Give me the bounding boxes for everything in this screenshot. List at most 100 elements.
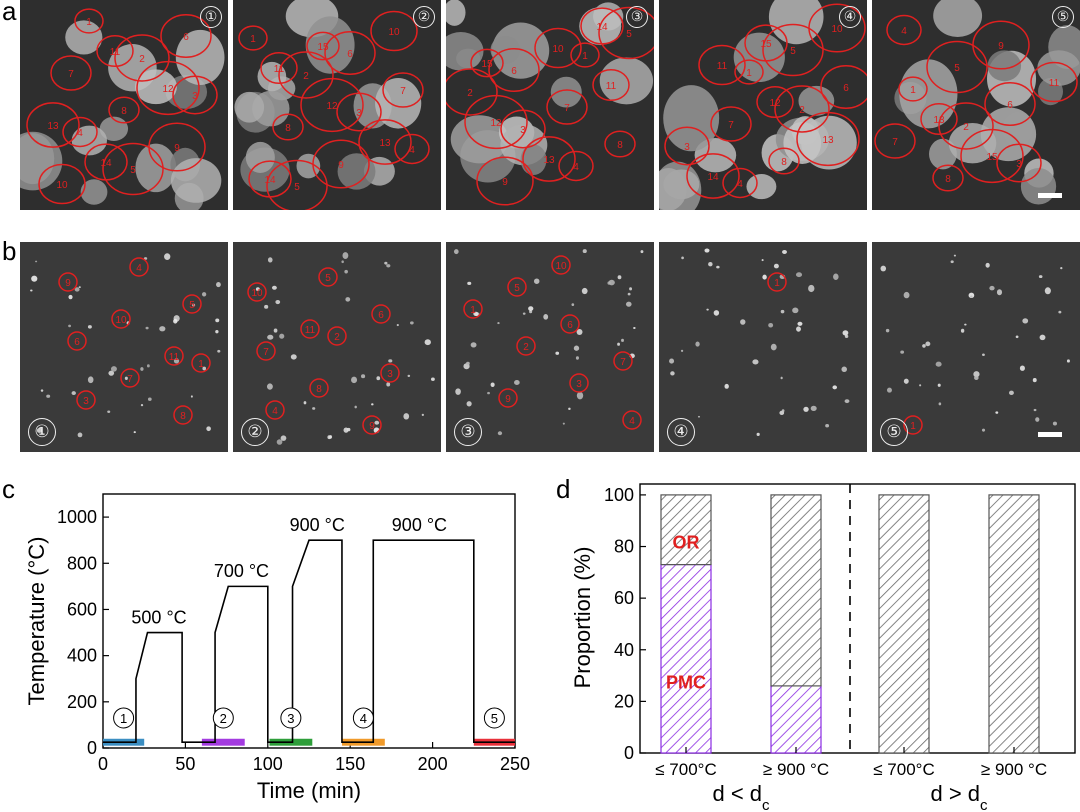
particle xyxy=(361,374,366,379)
particle-marker xyxy=(926,40,988,94)
particle xyxy=(842,330,849,336)
particle-marker-label: 2 xyxy=(467,88,473,99)
stage-mark: ① xyxy=(200,6,222,28)
particle xyxy=(77,432,83,438)
particle-marker xyxy=(318,267,338,287)
particle xyxy=(780,309,785,314)
particle xyxy=(1052,421,1058,426)
particle-marker xyxy=(874,123,916,159)
particle xyxy=(995,411,999,414)
particle-marker-label: 2 xyxy=(523,342,529,353)
stage-mark: ③ xyxy=(454,418,482,446)
particle-marker-label: 9 xyxy=(65,278,71,289)
particle-marker xyxy=(808,3,866,53)
particle xyxy=(386,382,391,387)
particle-marker xyxy=(476,156,534,206)
particle xyxy=(173,318,178,324)
particle xyxy=(245,141,275,173)
particle-marker-label: 6 xyxy=(567,320,573,331)
particle xyxy=(146,364,150,368)
particle xyxy=(746,174,777,200)
particle xyxy=(40,389,44,392)
particle xyxy=(756,432,760,436)
particle xyxy=(470,342,477,348)
particle-marker-label: 2 xyxy=(799,105,805,116)
stage-mark: ⑤ xyxy=(880,418,908,446)
particle-marker-label: 9 xyxy=(505,394,511,405)
particle xyxy=(1044,287,1051,295)
particle xyxy=(329,435,333,439)
particle-marker xyxy=(710,106,752,142)
particle xyxy=(695,341,700,347)
particle-marker-label: 5 xyxy=(189,300,195,311)
particle-marker-label: 1 xyxy=(470,305,476,316)
particle xyxy=(1032,377,1037,383)
particle-marker xyxy=(960,128,1024,184)
particle xyxy=(781,409,785,413)
particle-marker xyxy=(762,23,824,77)
particle xyxy=(733,32,785,82)
particle-marker-label: 8 xyxy=(617,140,623,151)
particle-marker xyxy=(160,14,212,58)
particle xyxy=(371,403,374,406)
particle xyxy=(271,285,277,290)
particle xyxy=(989,285,995,291)
particle xyxy=(925,341,931,347)
particle-overlay: 2 3 4 5 6 7 8 9 10 11 xyxy=(247,252,435,445)
particle-marker xyxy=(136,60,200,116)
particle xyxy=(354,405,357,409)
particle-marker xyxy=(76,390,96,410)
particle-marker-label: 5 xyxy=(790,46,796,57)
particle xyxy=(533,278,540,284)
particle xyxy=(376,376,381,381)
particle-marker xyxy=(604,130,636,158)
particle xyxy=(768,322,774,328)
particle-marker xyxy=(768,147,800,175)
particle xyxy=(145,326,149,330)
bar-pmc xyxy=(770,685,822,754)
particle-marker xyxy=(58,272,78,292)
particle-marker-label: 1 xyxy=(774,278,780,289)
particle-marker xyxy=(362,415,382,435)
stage-circle xyxy=(483,707,505,729)
particle-marker xyxy=(820,65,867,109)
stage-circle xyxy=(113,707,135,729)
particle xyxy=(1015,335,1019,339)
particle-marker-label: 14 xyxy=(264,175,276,186)
particle xyxy=(670,371,675,376)
particle xyxy=(970,295,973,298)
micrograph-b-2: 2 3 4 5 6 7 8 9 10 11 ② xyxy=(233,242,441,452)
micrograph-b-3: 1 2 3 4 5 6 7 9 10 ③ xyxy=(446,242,654,452)
particle-marker-label: 10 xyxy=(56,180,68,191)
particle-overlay: 1 2 3 4 5 6 7 8 9 11 13 15 xyxy=(874,0,1080,205)
particle xyxy=(797,321,803,326)
particle-marker xyxy=(272,113,304,141)
temperature-annotation: 500 °C xyxy=(131,607,186,627)
particle xyxy=(773,263,779,269)
bar-or xyxy=(878,494,930,754)
particle-marker xyxy=(507,277,527,297)
particle xyxy=(576,391,584,400)
particle xyxy=(424,339,431,346)
particle xyxy=(568,407,571,411)
particle-marker xyxy=(898,76,928,102)
scale-bar xyxy=(1038,432,1062,437)
particle xyxy=(35,260,38,263)
particle xyxy=(202,366,207,371)
particle xyxy=(937,383,941,387)
particle-marker-label: 4 xyxy=(901,26,907,37)
particle xyxy=(625,301,632,307)
particle xyxy=(960,328,965,333)
proportion-chart: 0 20 40 60 80 100 Proportion (%) ≤ 700°C ≥ 900 °… xyxy=(570,483,1076,812)
particle xyxy=(627,292,631,296)
particle-marker xyxy=(686,153,740,199)
particle-marker-label: 1 xyxy=(198,359,204,370)
particle-marker-label: 6 xyxy=(378,310,384,321)
x-tick-label: 250 xyxy=(500,754,530,774)
particle-marker-label: 7 xyxy=(728,120,734,131)
particle xyxy=(466,401,472,407)
particle-marker xyxy=(592,68,630,102)
particle-marker xyxy=(266,159,328,210)
